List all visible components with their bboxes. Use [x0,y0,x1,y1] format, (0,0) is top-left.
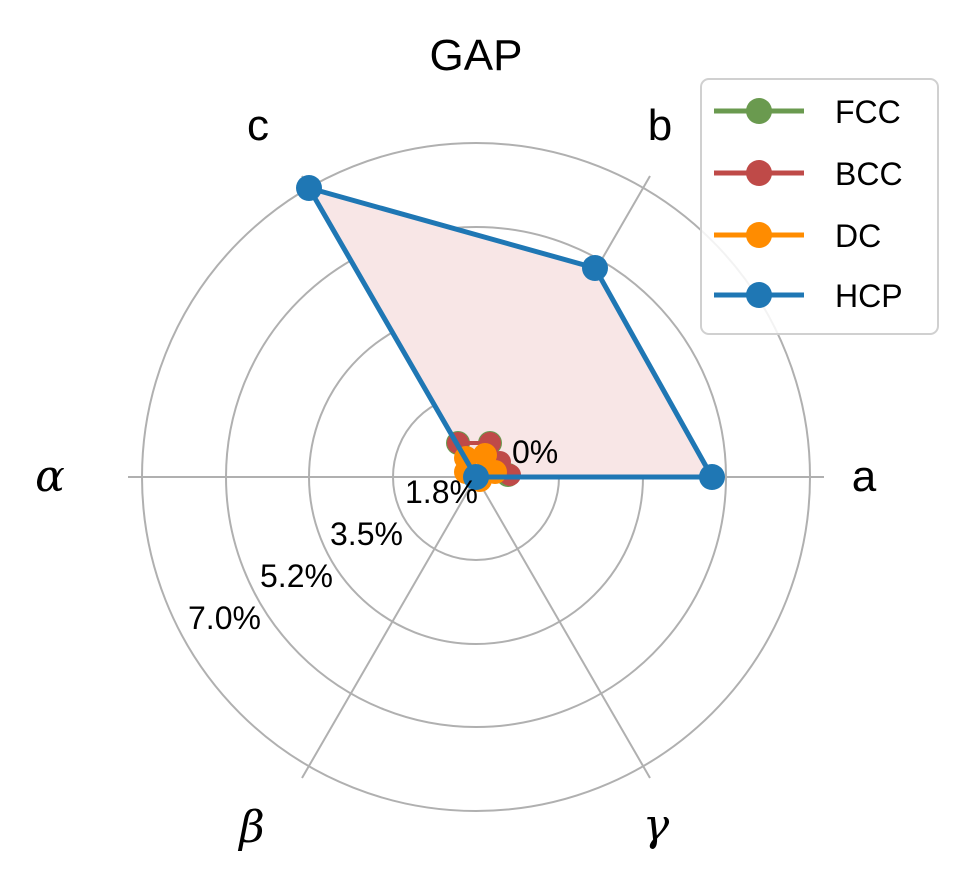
legend-item-hcp: HCP [714,278,903,314]
axis-label-alpha: α [35,451,65,502]
svg-text:DC: DC [835,218,881,254]
axis-label-b: b [648,101,672,150]
svg-text:FCC: FCC [835,94,901,130]
hcp-fill [309,188,712,477]
rtick-2: 3.5% [330,516,403,552]
axis-label-beta: β [237,802,264,853]
series-hcp [296,175,725,490]
axis-label-a: a [852,452,877,501]
rtick-4: 7.0% [188,600,261,636]
svg-text:BCC: BCC [835,156,903,192]
legend: FCC BCC DC HCP [700,78,939,335]
axis-label-gamma: γ [643,800,670,851]
rtick-3: 5.2% [260,558,333,594]
chart-title: GAP [430,31,523,80]
legend-item-dc: DC [714,218,881,254]
rtick-1: 1.8% [405,474,478,510]
legend-item-fcc: FCC [714,94,901,130]
axis-label-c: c [247,101,269,150]
legend-item-bcc: BCC [714,156,903,192]
svg-text:HCP: HCP [835,278,903,314]
rtick-0: 0% [512,434,558,470]
